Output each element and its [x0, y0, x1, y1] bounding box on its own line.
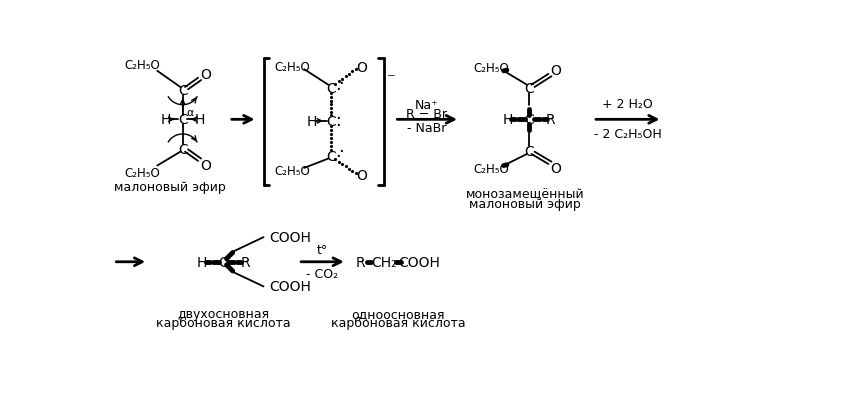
Text: C: C [178, 84, 187, 98]
Text: α: α [186, 108, 194, 118]
Text: C: C [326, 115, 336, 128]
Text: - CO₂: - CO₂ [306, 267, 338, 280]
Text: O: O [356, 61, 367, 75]
Text: t°: t° [316, 243, 327, 256]
Text: карбоновая кислота: карбоновая кислота [156, 316, 291, 329]
Text: C: C [326, 81, 336, 96]
Text: C: C [326, 149, 336, 163]
Text: O: O [200, 68, 211, 82]
Text: C₂H₅O: C₂H₅O [274, 165, 310, 178]
Text: CH₂: CH₂ [372, 255, 397, 269]
Text: O: O [551, 64, 562, 78]
Text: одноосновная: одноосновная [351, 307, 445, 320]
Text: R: R [241, 255, 250, 269]
Text: ·: · [335, 116, 341, 134]
Text: ·: · [335, 80, 341, 98]
Text: COOH: COOH [270, 230, 312, 245]
Text: ·: · [335, 148, 341, 166]
Text: - NaBr: - NaBr [407, 122, 447, 135]
Text: H: H [307, 115, 317, 128]
Text: C: C [524, 81, 534, 96]
Text: O: O [200, 158, 211, 173]
Text: COOH: COOH [398, 255, 440, 269]
Text: C₂H₅O: C₂H₅O [274, 61, 310, 74]
Text: C: C [218, 255, 228, 269]
Text: R: R [546, 113, 556, 127]
Text: C: C [178, 113, 187, 127]
Text: O: O [551, 162, 562, 175]
Text: C₂H₅O: C₂H₅O [473, 62, 509, 75]
Text: COOH: COOH [270, 280, 312, 294]
Text: C₂H₅O: C₂H₅O [124, 166, 160, 179]
Text: малоновый эфир: малоновый эфир [470, 197, 582, 210]
Text: ⁻: ⁻ [387, 70, 396, 88]
Text: ·: · [338, 143, 344, 160]
Text: C₂H₅O: C₂H₅O [473, 163, 509, 176]
Text: ·: · [338, 75, 344, 93]
Text: H: H [194, 113, 204, 127]
Text: H: H [161, 113, 171, 127]
Text: Na⁺: Na⁺ [415, 99, 439, 112]
Text: карбоновая кислота: карбоновая кислота [331, 316, 466, 329]
Text: O: O [356, 168, 367, 182]
Text: R: R [356, 255, 365, 269]
Text: - 2 C₂H₅OH: - 2 C₂H₅OH [594, 128, 661, 141]
Text: двухосновная: двухосновная [178, 307, 270, 320]
Text: + 2 H₂O: + 2 H₂O [602, 98, 653, 111]
Text: C₂H₅O: C₂H₅O [124, 59, 160, 72]
Text: ·: · [335, 109, 341, 128]
Text: малоновый эфир: малоновый эфир [113, 180, 225, 193]
Text: R − Br: R − Br [406, 108, 448, 121]
Text: C: C [524, 113, 534, 127]
Text: C: C [178, 142, 187, 156]
Text: монозамещённый: монозамещённый [466, 188, 585, 201]
Text: H: H [503, 113, 513, 127]
Text: C: C [524, 145, 534, 158]
Text: H: H [197, 255, 207, 269]
